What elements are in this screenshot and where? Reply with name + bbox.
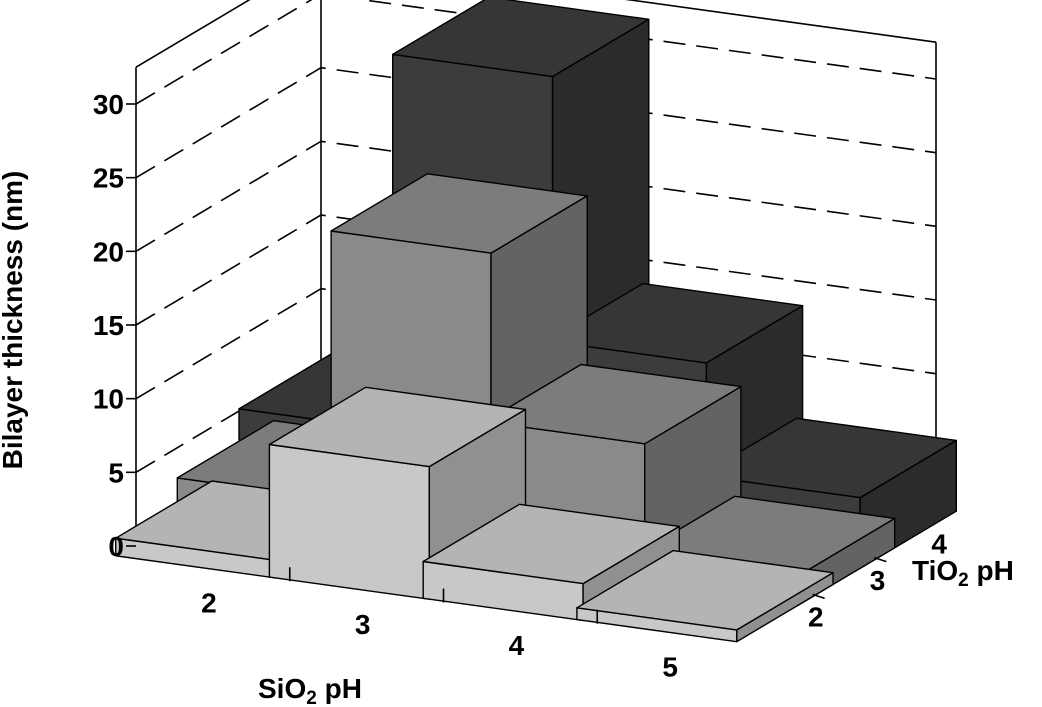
z-axis-label: TiO2 pH	[912, 555, 1014, 591]
bar-top-face	[545, 282, 804, 364]
bar-sio2-5-tio2-2	[576, 549, 834, 643]
z-tick-mark	[874, 556, 887, 563]
gridline-30	[135, 0, 937, 105]
x-tick-label-2: 2	[201, 588, 217, 619]
x-tick-label-3: 3	[355, 609, 371, 640]
z-axis-label-main: TiO	[912, 555, 958, 586]
y-tick-label-10: 10	[93, 384, 124, 415]
x-axis-label-suffix: pH	[317, 673, 362, 704]
bar-top-face	[330, 173, 588, 254]
x-ticks: 2 3 4 5	[201, 567, 678, 682]
x-axis-label-subscript: 2	[306, 688, 317, 707]
bar-top-face	[268, 386, 527, 468]
y-tick-label-15: 15	[93, 310, 124, 341]
y-tick-label-30: 30	[93, 89, 124, 120]
z-ticks: 2 3 4	[808, 528, 947, 632]
bar-top-face	[484, 363, 742, 445]
y-tick-label-25: 25	[93, 163, 124, 194]
y-tick-label-0: 0	[108, 531, 124, 562]
x-axis-label-main: SiO	[258, 673, 306, 704]
z-axis-label-subscript: 2	[958, 570, 969, 591]
x-tick-label-5: 5	[662, 651, 678, 682]
x-axis-label: SiO2 pH	[258, 673, 362, 707]
bar-top-face	[576, 549, 834, 631]
bar-sio2-4-tio2-2	[422, 503, 680, 622]
bar-front-face	[268, 443, 430, 600]
y-tick-label-20: 20	[93, 236, 124, 267]
z-tick-mark	[812, 593, 825, 600]
bar-top-face	[422, 503, 680, 585]
bars	[114, 0, 957, 643]
z-axis-label-suffix: pH	[969, 555, 1014, 586]
bar-top-face	[392, 0, 650, 78]
z-tick-label-4: 4	[931, 528, 947, 559]
z-tick-label-2: 2	[808, 602, 824, 633]
x-tick-label-4: 4	[509, 630, 525, 661]
bar-top-face	[699, 417, 957, 499]
back-top-edges	[135, 0, 937, 68]
z-tick-label-3: 3	[870, 565, 886, 596]
y-axis-label: Bilayer thickness (nm)	[0, 171, 28, 470]
y-ticks: 0 5 10 15 20 25 30	[93, 89, 136, 562]
y-tick-label-5: 5	[108, 457, 124, 488]
